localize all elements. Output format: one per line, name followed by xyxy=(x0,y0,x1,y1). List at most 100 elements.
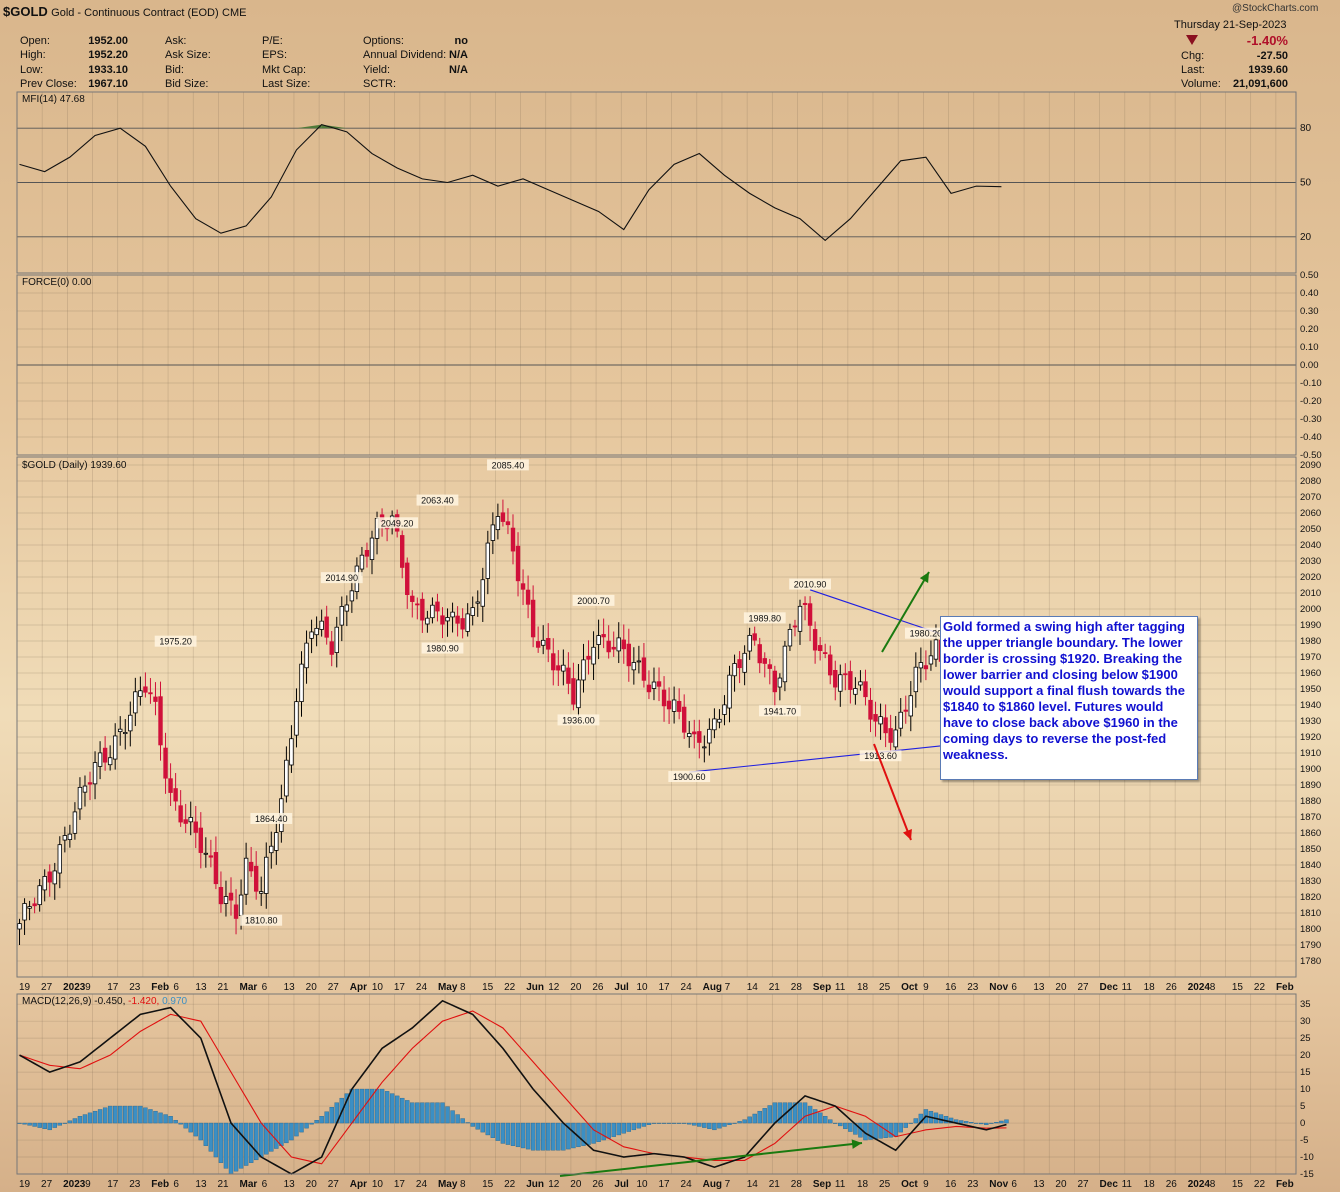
histogram-bar xyxy=(525,1122,531,1150)
candle-body xyxy=(626,643,632,667)
candle-body xyxy=(72,811,78,834)
macd-x-tick: 17 xyxy=(394,1179,406,1190)
candle-body xyxy=(228,892,234,901)
candle-body xyxy=(57,844,63,874)
histogram-bar xyxy=(193,1122,198,1137)
price-y-tick: 2000 xyxy=(1300,604,1321,615)
candle-body xyxy=(676,700,682,712)
mfi-panel xyxy=(16,91,1297,274)
candle-body xyxy=(359,554,365,570)
histogram-bar xyxy=(369,1088,375,1124)
histogram-bar xyxy=(510,1122,516,1146)
candle-body xyxy=(913,666,919,693)
mfi-line xyxy=(19,123,1002,242)
candle-body xyxy=(440,615,445,625)
candle-body xyxy=(158,696,163,746)
candle-body xyxy=(651,681,657,689)
histogram-bar xyxy=(394,1095,400,1124)
candle-body xyxy=(561,664,566,672)
chart-title: $GOLD Gold - Continuous Contract (EOD) C… xyxy=(3,4,246,19)
histogram-bar xyxy=(82,1114,88,1124)
price-x-tick: 15 xyxy=(1232,982,1244,993)
price-x-tick: 17 xyxy=(394,982,406,993)
candle-body xyxy=(334,626,339,653)
histogram-bar xyxy=(97,1109,103,1124)
field-label: Prev Close: xyxy=(20,77,77,90)
macd-panel xyxy=(16,993,1297,1175)
candle-body xyxy=(47,871,52,883)
price-x-tick: 13 xyxy=(1033,982,1045,993)
price-grid xyxy=(16,457,1277,977)
candle-body xyxy=(123,732,128,735)
histogram-bar xyxy=(843,1122,848,1129)
candle-body xyxy=(868,699,873,720)
histogram-bar xyxy=(994,1122,999,1124)
macd-x-tick: 11 xyxy=(1122,1179,1133,1190)
price-label: 1936.00 xyxy=(562,715,595,725)
field-label: Options: xyxy=(363,35,404,47)
histogram-bar xyxy=(102,1107,108,1124)
candle-body xyxy=(631,662,637,671)
candle-body xyxy=(757,644,762,664)
price-label: 1941.70 xyxy=(764,706,797,716)
macd-x-tick: 22 xyxy=(1254,1179,1266,1190)
candle-body xyxy=(284,759,289,797)
candle-body xyxy=(324,616,329,638)
histogram-bar xyxy=(601,1122,606,1141)
histogram-bar xyxy=(853,1122,858,1135)
candle-body xyxy=(32,903,37,907)
histogram-bar xyxy=(400,1097,405,1124)
histogram-bar xyxy=(888,1122,893,1138)
price-y-tick: 1880 xyxy=(1300,796,1321,807)
price-label: 1980.20 xyxy=(910,629,943,639)
price-x-tick: Jun xyxy=(526,982,544,993)
histogram-bar xyxy=(833,1122,838,1124)
candle-body xyxy=(52,870,57,885)
macd-x-tick: Feb xyxy=(151,1179,169,1190)
candle-body xyxy=(400,535,405,568)
macd-x-tick: 13 xyxy=(195,1179,207,1190)
histogram-bar xyxy=(591,1122,596,1144)
candle-body xyxy=(445,617,450,622)
histogram-bar xyxy=(616,1122,621,1136)
histogram-bar xyxy=(354,1088,360,1124)
macd-x-tick: 6 xyxy=(173,1179,179,1190)
macd-x-tick: Dec xyxy=(1100,1179,1119,1190)
price-label: 1989.80 xyxy=(748,613,781,623)
force-y-tick: 0.50 xyxy=(1300,270,1319,281)
histogram-bar xyxy=(218,1122,224,1163)
chg-value: -27.50 xyxy=(1256,50,1288,62)
candle-body xyxy=(193,821,198,833)
candle-body xyxy=(807,603,813,626)
macd-y-tick: 10 xyxy=(1300,1084,1311,1095)
force-y-tick: 0.40 xyxy=(1300,288,1319,299)
histogram-bar xyxy=(183,1122,188,1129)
candle-body xyxy=(329,641,334,655)
histogram-bar xyxy=(530,1122,536,1151)
macd-x-tick: 27 xyxy=(1077,1179,1089,1190)
candle-body xyxy=(681,706,687,733)
price-x-tick: 20 xyxy=(1055,982,1067,993)
candle-body xyxy=(455,615,460,624)
histogram-bar xyxy=(792,1102,798,1124)
price-y-tick: 1950 xyxy=(1300,684,1321,695)
candle-body xyxy=(364,550,370,557)
symbol: $GOLD xyxy=(3,4,48,19)
histogram-bar xyxy=(198,1122,203,1141)
macd-y-tick: 30 xyxy=(1300,1016,1311,1027)
candle-body xyxy=(218,887,224,905)
histogram-bar xyxy=(989,1122,994,1124)
histogram-bar xyxy=(908,1122,913,1124)
candle-body xyxy=(838,674,843,692)
mfi-y-tick: 20 xyxy=(1300,232,1312,243)
force-y-tick: 0.30 xyxy=(1300,306,1319,317)
price-y-tick: 2070 xyxy=(1300,492,1321,503)
histogram-bar xyxy=(561,1122,566,1151)
candle-body xyxy=(918,662,924,669)
force-y-tick: 0.10 xyxy=(1300,342,1319,353)
histogram-bar xyxy=(123,1105,128,1124)
candle-body xyxy=(510,527,516,552)
candle-body xyxy=(601,634,606,638)
histogram-bar xyxy=(963,1121,969,1124)
histogram-bar xyxy=(722,1122,727,1127)
